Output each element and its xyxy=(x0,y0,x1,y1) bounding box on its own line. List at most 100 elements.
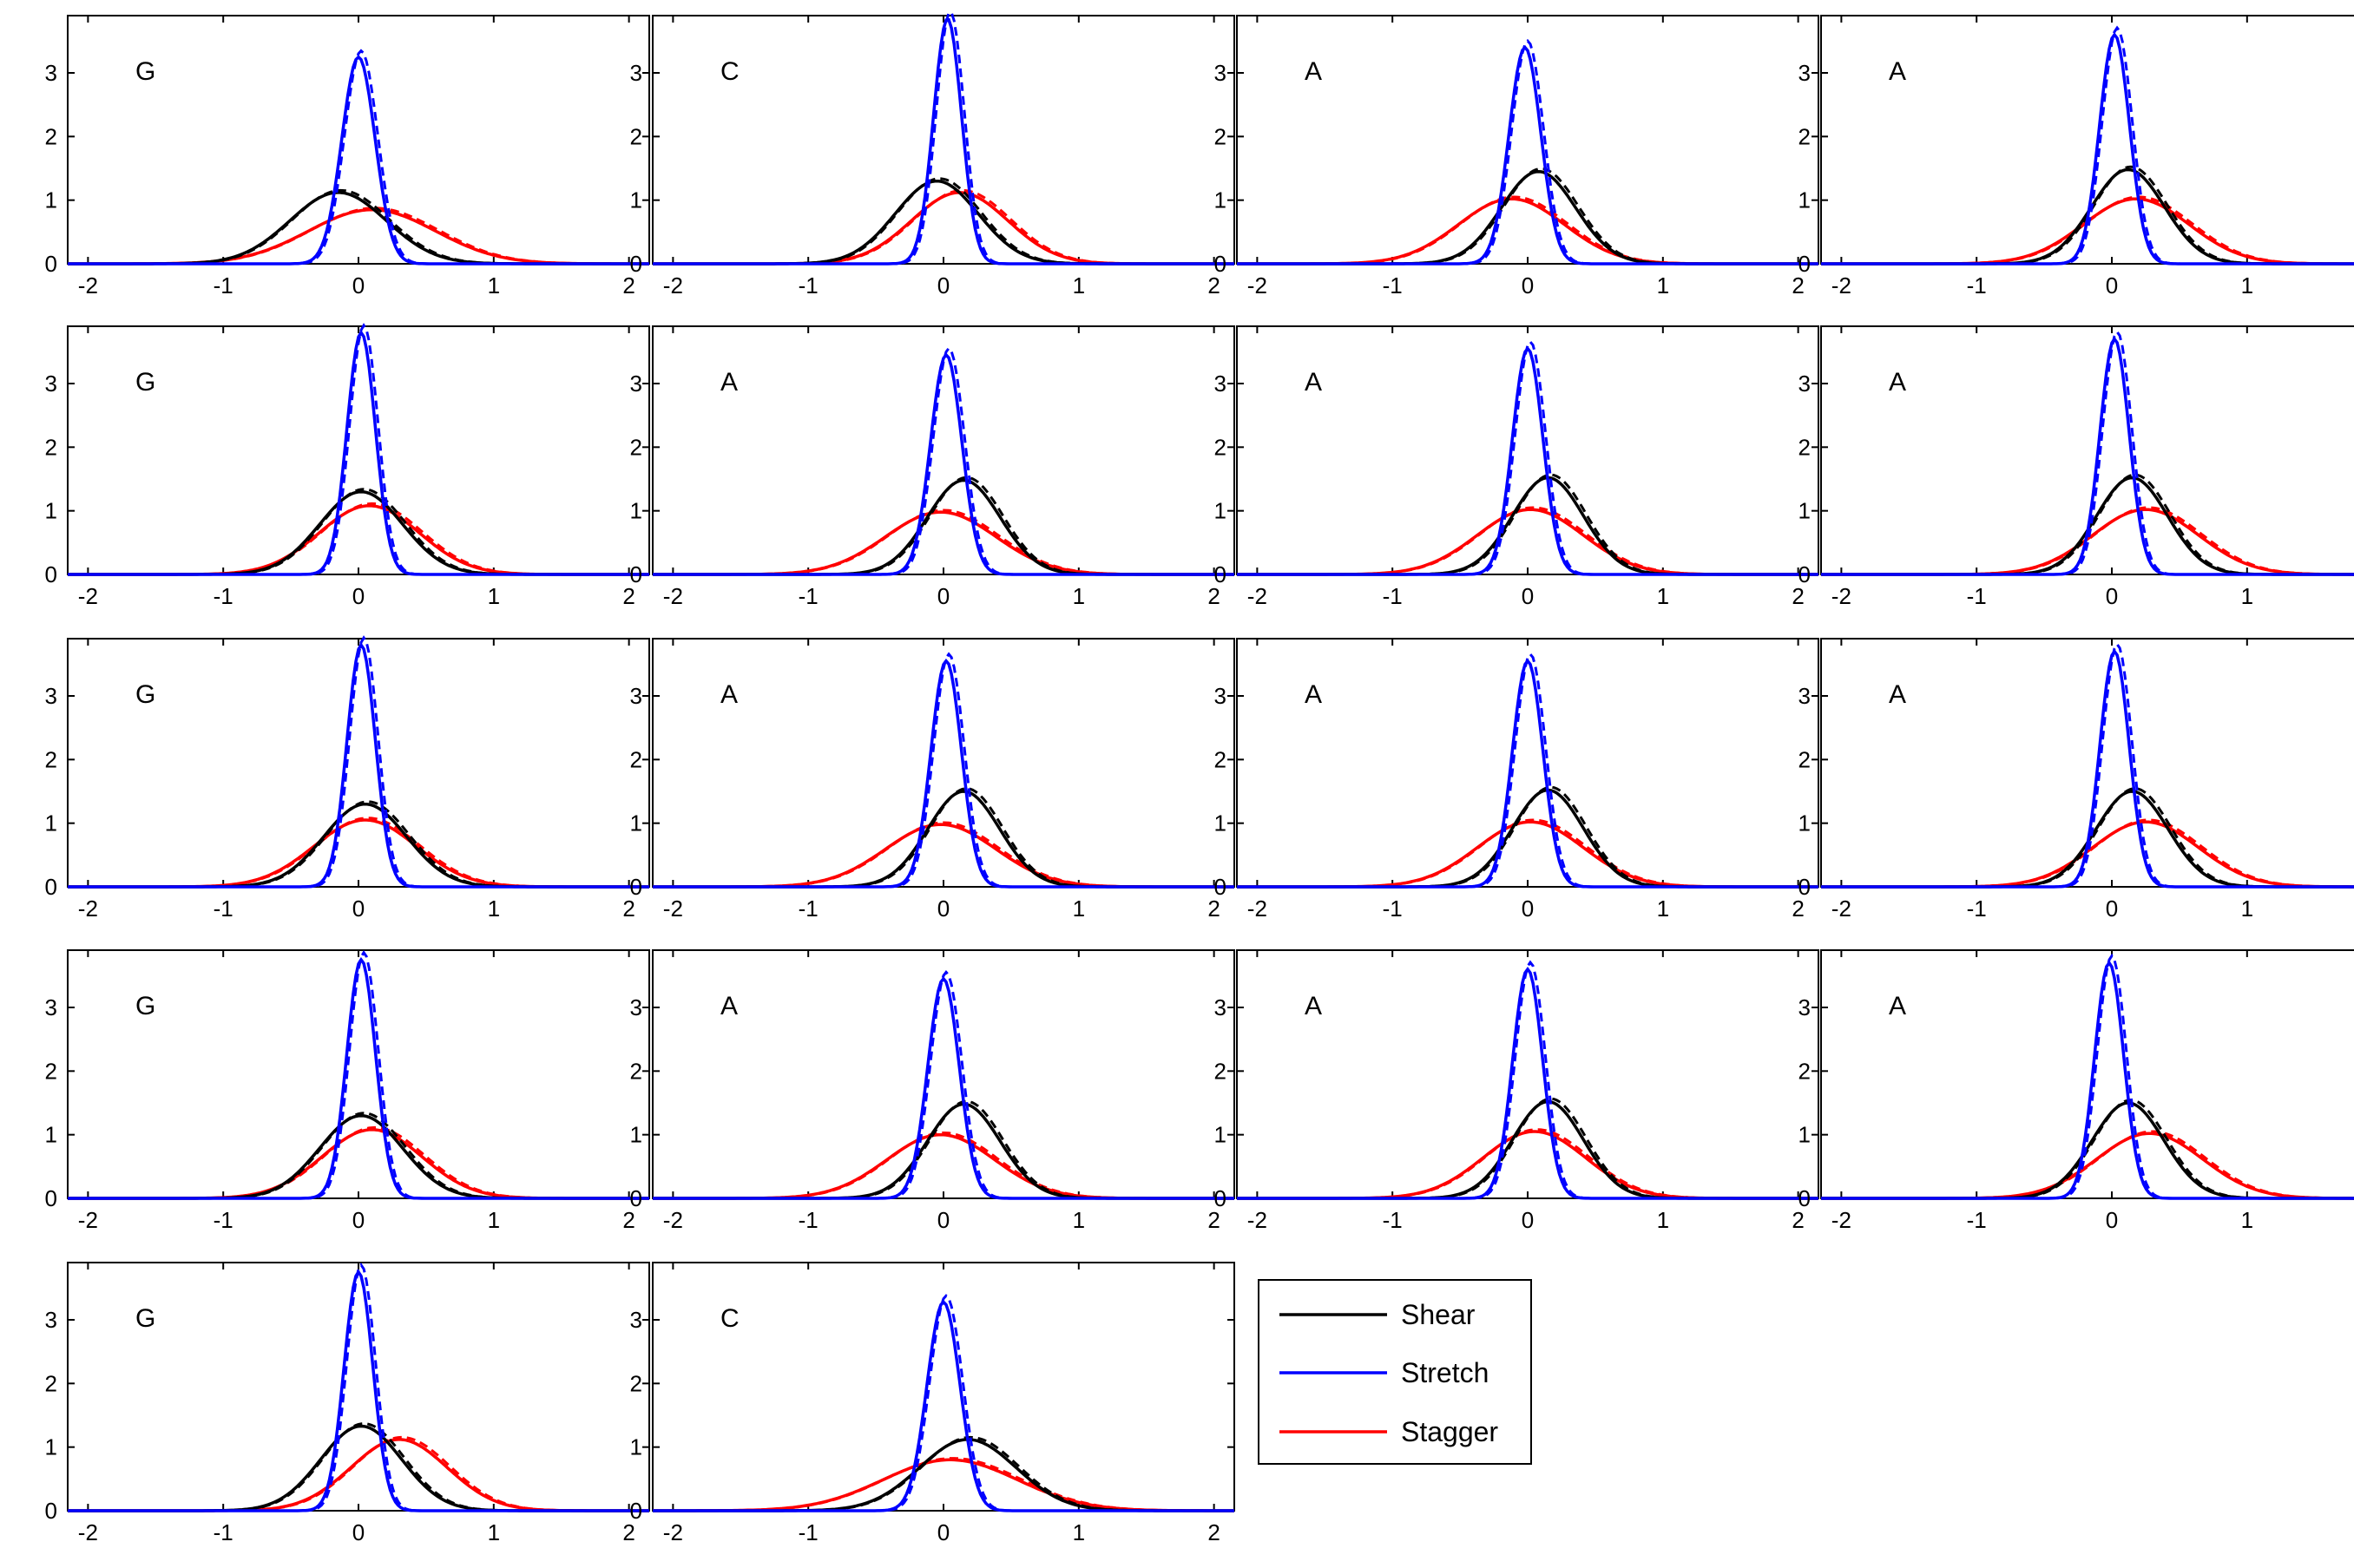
y-tick-label: 2 xyxy=(1214,746,1226,772)
axes-frame xyxy=(1236,325,1819,575)
y-tick-label: 3 xyxy=(1214,683,1226,709)
panel: -2 -1 0 1 2 0 1 2 3 C xyxy=(630,1262,1235,1545)
y-tick-label: 2 xyxy=(630,1058,642,1084)
y-tick-label: 0 xyxy=(630,251,642,277)
axes-frame xyxy=(652,638,1235,888)
x-tick-label: -1 xyxy=(1383,1207,1403,1233)
x-tick-label: 1 xyxy=(2241,583,2253,609)
x-tick-label: -2 xyxy=(663,272,683,299)
x-tick-label: -1 xyxy=(1967,1207,1987,1233)
curve-stretch-dashed xyxy=(653,652,1234,889)
x-tick-label: -2 xyxy=(1247,1207,1267,1233)
x-tick-label: 0 xyxy=(2106,896,2118,922)
x-tick-label: -2 xyxy=(1247,272,1267,299)
y-tick-label: 3 xyxy=(630,60,642,86)
panel-label: A xyxy=(1305,680,1322,709)
y-tick-label: 1 xyxy=(1214,1122,1226,1148)
curve-stretch-dashed xyxy=(1821,953,2354,1200)
y-tick-label: 3 xyxy=(630,371,642,397)
y-tick-label: 0 xyxy=(630,1498,642,1524)
x-tick-label: -1 xyxy=(1383,583,1403,609)
x-tick-label: 2 xyxy=(1207,583,1220,609)
y-tick-label: 3 xyxy=(1798,994,1811,1020)
x-tick-label: -2 xyxy=(663,1207,683,1233)
x-tick-label: -1 xyxy=(214,1207,233,1233)
y-tick-label: 0 xyxy=(45,1498,57,1524)
x-tick-label: 2 xyxy=(622,1519,635,1545)
x-tick-label: 2 xyxy=(1207,1519,1220,1545)
x-tick-label: -2 xyxy=(663,1519,683,1545)
curve-stretch-dashed xyxy=(68,323,649,576)
x-tick-label: 0 xyxy=(937,272,950,299)
axes-frame xyxy=(67,638,650,888)
x-tick-label: 1 xyxy=(1073,1207,1085,1233)
x-tick-label: 1 xyxy=(488,1207,500,1233)
panel-label: A xyxy=(720,368,738,397)
x-tick-label: 2 xyxy=(622,1207,635,1233)
panel-label: G xyxy=(135,368,155,397)
y-tick-label: 0 xyxy=(45,1185,57,1211)
y-tick-label: 2 xyxy=(630,1370,642,1396)
x-tick-label: -2 xyxy=(1831,583,1851,609)
curve-stretch-dashed xyxy=(68,49,649,266)
x-tick-label: -2 xyxy=(1831,1207,1851,1233)
x-tick-label: -1 xyxy=(214,1519,233,1545)
y-tick-label: 0 xyxy=(630,874,642,900)
x-tick-label: -1 xyxy=(1383,896,1403,922)
y-tick-label: 1 xyxy=(1214,498,1226,524)
y-tick-label: 3 xyxy=(1214,994,1226,1020)
y-tick-label: 3 xyxy=(45,683,57,709)
x-tick-label: 0 xyxy=(352,1207,365,1233)
curve-stretch-dashed xyxy=(1237,38,1818,266)
panel-label: G xyxy=(135,992,155,1020)
axes-frame xyxy=(1236,638,1819,888)
x-tick-label: 2 xyxy=(1792,583,1804,609)
curve-stagger-dashed xyxy=(68,1125,649,1200)
x-tick-label: -2 xyxy=(78,1519,98,1545)
x-tick-label: 2 xyxy=(1207,272,1220,299)
y-tick-label: 3 xyxy=(1798,371,1811,397)
x-tick-label: -1 xyxy=(1967,896,1987,922)
axes-frame xyxy=(652,15,1235,265)
x-tick-label: -2 xyxy=(1247,583,1267,609)
x-tick-label: 0 xyxy=(1522,272,1534,299)
panel-label: A xyxy=(1305,368,1322,397)
x-tick-label: -1 xyxy=(799,583,819,609)
panel-label: A xyxy=(1889,368,1906,397)
x-tick-label: 0 xyxy=(352,1519,365,1545)
y-tick-label: 0 xyxy=(1798,1185,1811,1211)
curve-stretch-dashed xyxy=(1237,652,1818,889)
y-tick-label: 0 xyxy=(1214,874,1226,900)
y-tick-label: 0 xyxy=(1798,561,1811,587)
panel-label: A xyxy=(1305,57,1322,86)
x-tick-label: 0 xyxy=(1522,583,1534,609)
y-tick-label: 1 xyxy=(1214,810,1226,836)
x-tick-label: 2 xyxy=(1207,1207,1220,1233)
x-tick-label: 2 xyxy=(1792,272,1804,299)
y-tick-label: 2 xyxy=(45,123,57,149)
x-tick-label: -2 xyxy=(78,583,98,609)
x-tick-label: 1 xyxy=(488,272,500,299)
x-tick-label: 0 xyxy=(937,896,950,922)
y-tick-label: 0 xyxy=(1214,251,1226,277)
y-tick-label: 3 xyxy=(45,1307,57,1333)
axes-frame xyxy=(67,949,650,1199)
x-tick-label: 1 xyxy=(488,1519,500,1545)
x-tick-label: 2 xyxy=(622,272,635,299)
y-tick-label: 3 xyxy=(1214,60,1226,86)
y-tick-label: 2 xyxy=(1798,434,1811,460)
y-tick-label: 2 xyxy=(1214,1058,1226,1084)
axes-frame xyxy=(652,949,1235,1199)
x-tick-label: 0 xyxy=(2106,272,2118,299)
legend-label-shear: Shear xyxy=(1401,1299,1476,1330)
x-tick-label: -1 xyxy=(799,1519,819,1545)
y-tick-label: 2 xyxy=(1214,123,1226,149)
curve-stretch-dashed xyxy=(653,970,1234,1200)
